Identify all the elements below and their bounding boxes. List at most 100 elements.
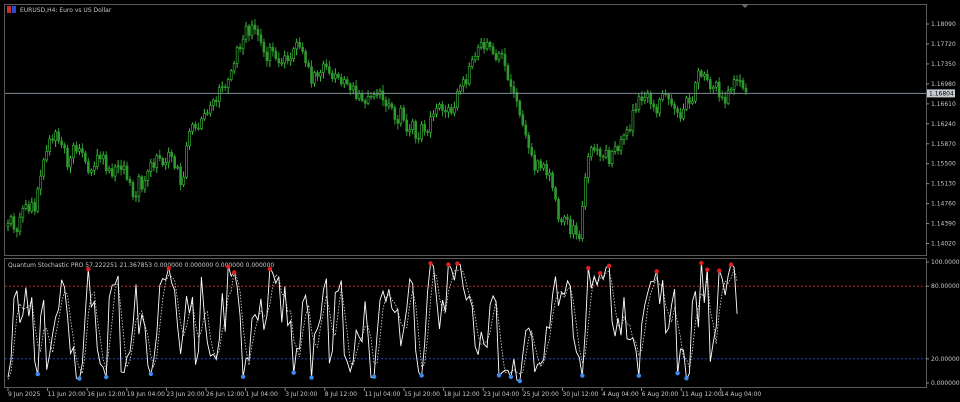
oscillator-frame	[4, 258, 927, 388]
candle-body	[18, 216, 22, 232]
oversold-mark	[580, 373, 585, 378]
candle-body	[319, 72, 322, 77]
candle-body	[253, 24, 257, 30]
candle-body	[694, 82, 697, 102]
candle-body	[265, 51, 269, 61]
candle-body	[143, 180, 147, 190]
overbought-mark	[606, 263, 612, 268]
candle-body	[351, 85, 355, 91]
candle-body	[206, 112, 209, 115]
candle-body	[488, 42, 492, 47]
candle-body	[432, 113, 435, 118]
candle-body	[27, 204, 31, 212]
candle-body	[212, 99, 215, 106]
candle-body	[539, 160, 542, 169]
candle-body	[613, 146, 617, 152]
candle-body	[628, 129, 632, 132]
candle-body	[578, 234, 581, 239]
candle-body	[182, 176, 185, 186]
overbought-mark	[654, 269, 659, 274]
candle-body	[673, 104, 676, 109]
candle-body	[316, 72, 319, 77]
candle-body	[45, 151, 48, 161]
oversold-mark	[240, 374, 246, 379]
candle-body	[500, 52, 504, 55]
candle-body	[738, 80, 742, 82]
candle-body	[744, 87, 748, 93]
candle-body	[595, 148, 599, 151]
candle-body	[378, 90, 382, 95]
candle-body	[30, 202, 34, 212]
oversold-mark	[684, 376, 689, 381]
time-label: 1 Jul 04:00	[246, 391, 278, 398]
candle-body	[661, 93, 664, 100]
candle-body	[548, 172, 551, 176]
overbought-mark	[267, 266, 273, 272]
candle-body	[512, 86, 516, 93]
candle-body	[298, 42, 301, 48]
candle-body	[369, 95, 373, 98]
candle-body	[450, 107, 453, 114]
price-tick-label: 1.17720	[931, 41, 956, 48]
candle-body	[426, 131, 429, 133]
overbought-mark	[699, 260, 704, 266]
overbought-mark	[586, 265, 591, 271]
candle-body	[87, 161, 90, 173]
oversold-mark	[77, 376, 82, 381]
overbought-mark	[717, 268, 722, 273]
candle-body	[411, 121, 415, 131]
candle-body	[429, 116, 432, 133]
candle-body	[81, 148, 84, 154]
chart-shift-marker-icon[interactable]	[741, 4, 749, 8]
candle-body	[15, 228, 19, 232]
candle-body	[307, 62, 310, 67]
candle-body	[640, 96, 644, 101]
candle-body	[545, 163, 548, 176]
candle-body	[217, 87, 221, 102]
candle-body	[649, 92, 653, 105]
candle-body	[456, 91, 459, 108]
candle-body	[247, 25, 251, 36]
candle-body	[417, 138, 420, 140]
candle-body	[560, 218, 563, 223]
candle-body	[304, 51, 307, 64]
candle-body	[134, 195, 138, 198]
candle-body	[200, 118, 203, 129]
candle-body	[301, 46, 304, 52]
candle-body	[572, 225, 575, 235]
candle-body	[741, 80, 745, 89]
candle-body	[173, 156, 176, 169]
candle-body	[423, 124, 426, 132]
candle-body	[92, 166, 96, 171]
candle-body	[244, 25, 248, 40]
candle-body	[616, 146, 620, 152]
price-tick-label: 1.16610	[931, 101, 956, 108]
oversold-mark	[371, 374, 377, 379]
candle-body	[447, 107, 450, 113]
candle-body	[700, 70, 703, 77]
candle-body	[420, 124, 423, 140]
candle-body	[399, 107, 403, 124]
candle-body	[467, 66, 471, 85]
candle-body	[164, 162, 168, 166]
time-label: 11 Jul 04:00	[364, 391, 400, 398]
candle-body	[390, 103, 394, 108]
candle-body	[122, 165, 126, 170]
candle-body	[331, 72, 334, 79]
time-label: 8 Jul 12:00	[325, 391, 357, 398]
candle-body	[637, 96, 641, 110]
oversold-mark	[104, 374, 109, 380]
overbought-mark	[226, 264, 231, 269]
candle-body	[54, 131, 57, 141]
candle-body	[113, 166, 117, 177]
oversold-mark	[309, 375, 314, 380]
candle-body	[566, 216, 569, 220]
candle-body	[215, 99, 218, 102]
candle-body	[155, 155, 159, 168]
candle-body	[711, 86, 715, 90]
candle-body	[670, 98, 673, 105]
candle-body	[482, 42, 486, 50]
candle-body	[232, 63, 236, 72]
candle-body	[530, 147, 534, 156]
